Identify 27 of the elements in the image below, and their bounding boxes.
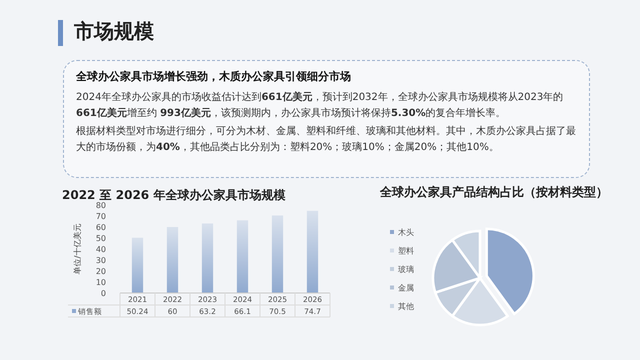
y-tick-label: 10	[96, 278, 106, 287]
text: 全球办公家具市场增长强劲，木质办公家具引领细分市场	[76, 69, 352, 84]
y-tick-label: 70	[96, 212, 106, 221]
y-axis-title: 单位/十亿美元	[73, 224, 82, 274]
text: 2024年全球办公家具的市场收益估计达到661亿美元，预计到2032年，全球办公家具市场规模将从2023年的661亿美元增至约 993亿美元，该预测期内，办公家具市场预计将保持5.30%的复合年增长率。	[76, 92, 564, 119]
bar	[132, 238, 144, 293]
y-tick-label: 30	[96, 256, 106, 265]
y-tick-label: 0	[100, 289, 106, 298]
legend-label: 木头	[398, 228, 414, 237]
y-tick-label: 80	[96, 201, 106, 210]
bar	[202, 223, 214, 293]
y-tick-label: 40	[96, 245, 106, 254]
legend-label: 金属	[398, 284, 414, 292]
text: 根据材料类型对市场进行细分，可分为木材、金属、塑料和纤维、玻璃和其他材料。其中，木质办公家具占据了最大的市场份额，为40%，其他品类占比分别为：塑料20%；玻璃10%；金属20%；其他10%。	[76, 124, 577, 155]
text: 市场规模	[74, 18, 154, 45]
y-tick-label: 20	[96, 267, 106, 276]
chart-title: 2022 至 2026 年全球办公家具市场规模	[62, 188, 286, 202]
legend-label: 其他	[398, 302, 414, 311]
legend-label: 塑料	[398, 246, 414, 256]
chart-title: 全球办公家具产品结构占比（按材料类型）	[379, 185, 608, 199]
bar	[166, 227, 178, 293]
bar	[272, 215, 284, 293]
y-tick-label: 60	[96, 223, 106, 232]
y-tick-label: 50	[96, 234, 106, 243]
bar	[306, 210, 318, 293]
legend-label: 玻璃	[398, 265, 414, 274]
bar	[236, 220, 248, 293]
